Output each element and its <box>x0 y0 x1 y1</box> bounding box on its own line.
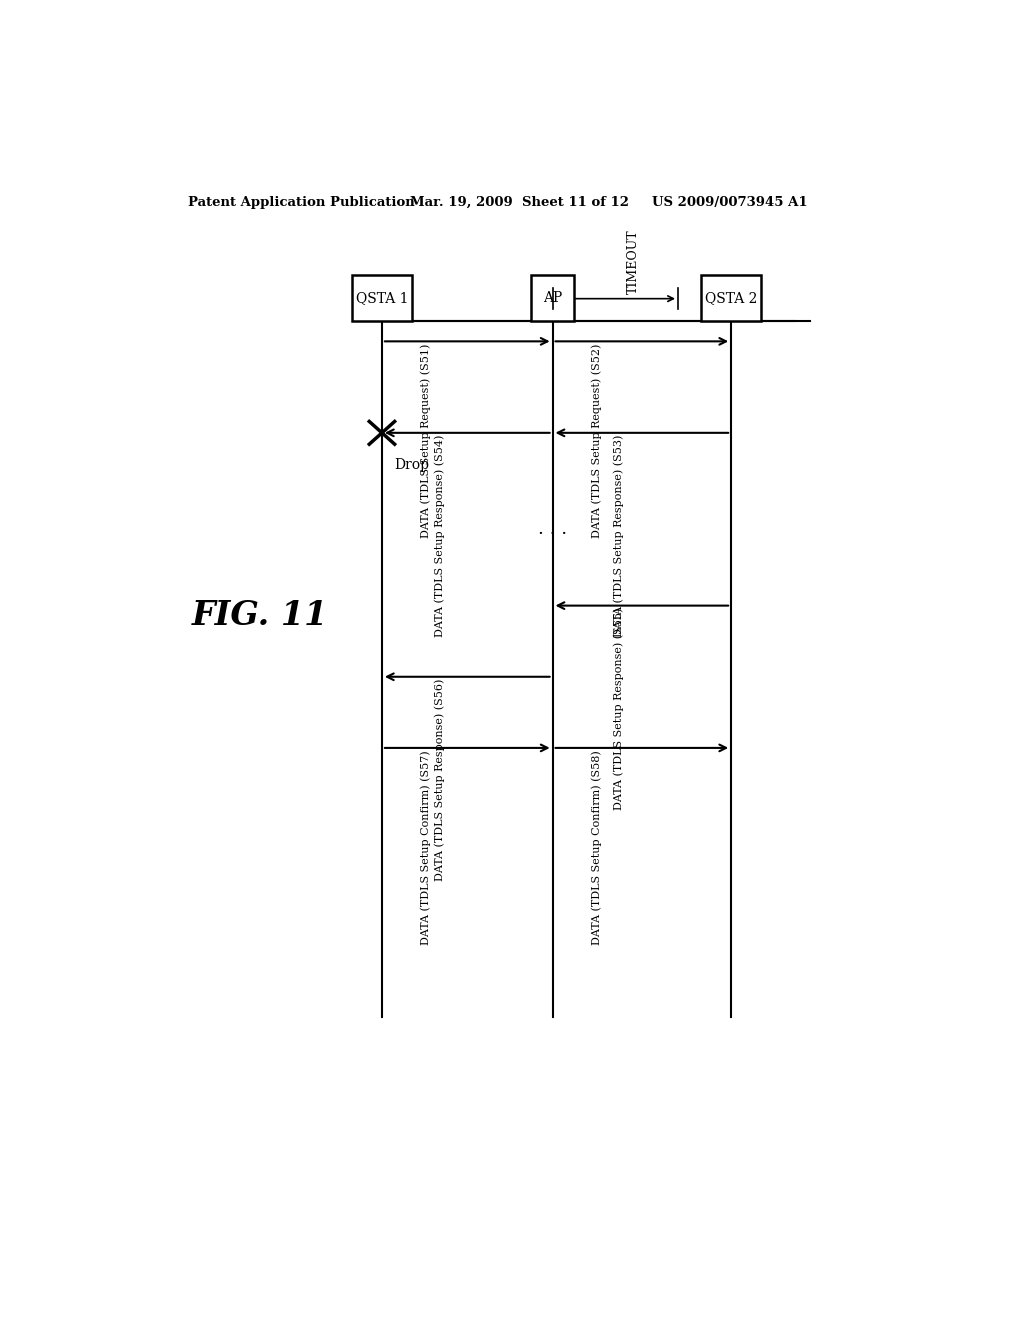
Text: DATA (TDLS Setup Response) (S55): DATA (TDLS Setup Response) (S55) <box>613 607 624 810</box>
Text: FIG. 11: FIG. 11 <box>191 599 328 632</box>
Text: DATA (TDLS Setup Request) (S51): DATA (TDLS Setup Request) (S51) <box>420 343 431 537</box>
Text: AP: AP <box>543 292 562 305</box>
Text: DATA (TDLS Setup Response) (S53): DATA (TDLS Setup Response) (S53) <box>613 434 624 638</box>
Text: DATA (TDLS Setup Response) (S54): DATA (TDLS Setup Response) (S54) <box>434 434 445 638</box>
Text: DATA (TDLS Setup Response) (S56): DATA (TDLS Setup Response) (S56) <box>434 678 445 882</box>
Text: Mar. 19, 2009  Sheet 11 of 12: Mar. 19, 2009 Sheet 11 of 12 <box>410 195 629 209</box>
Text: QSTA 2: QSTA 2 <box>705 292 758 305</box>
Text: DATA (TDLS Setup Request) (S52): DATA (TDLS Setup Request) (S52) <box>591 343 601 537</box>
Text: Drop: Drop <box>394 458 429 473</box>
FancyBboxPatch shape <box>352 276 412 321</box>
Text: TIMEOUT: TIMEOUT <box>627 228 640 293</box>
FancyBboxPatch shape <box>701 276 761 321</box>
Text: . . .: . . . <box>538 520 567 539</box>
Text: DATA (TDLS Setup Confirm) (S58): DATA (TDLS Setup Confirm) (S58) <box>591 750 601 945</box>
Text: Patent Application Publication: Patent Application Publication <box>187 195 415 209</box>
FancyBboxPatch shape <box>530 276 574 321</box>
Text: US 2009/0073945 A1: US 2009/0073945 A1 <box>652 195 807 209</box>
Text: DATA (TDLS Setup Confirm) (S57): DATA (TDLS Setup Confirm) (S57) <box>420 750 431 945</box>
Text: QSTA 1: QSTA 1 <box>355 292 409 305</box>
